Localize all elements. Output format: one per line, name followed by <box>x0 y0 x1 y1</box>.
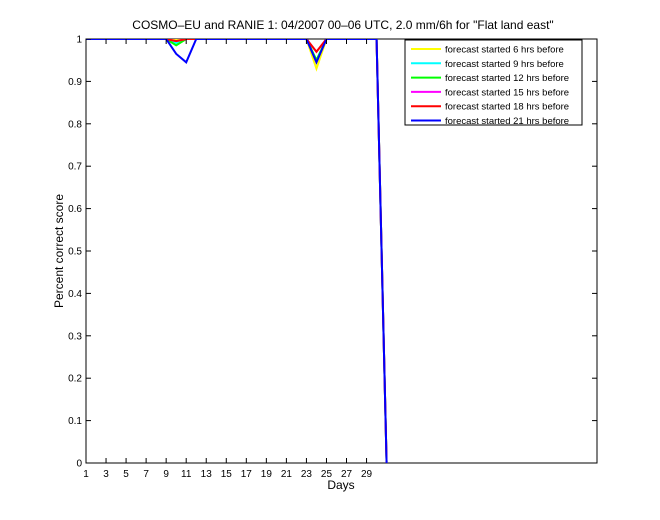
y-tick-label: 0.9 <box>68 77 82 88</box>
x-tick-label: 23 <box>301 469 313 480</box>
x-tick-label: 5 <box>123 469 129 480</box>
x-tick-label: 19 <box>261 469 273 480</box>
y-axis: 0 0.1 0.2 0.3 0.4 0.5 0.6 0.7 0.8 0.9 1 <box>68 35 597 470</box>
legend: forecast started 6 hrs before forecast st… <box>404 39 583 127</box>
y-tick-label: 0.8 <box>68 119 82 130</box>
x-axis-label: Days <box>327 478 354 492</box>
x-tick-label: 21 <box>281 469 293 480</box>
y-tick-label: 0.1 <box>68 416 82 427</box>
y-tick-label: 0.6 <box>68 204 82 215</box>
y-tick-label: 0.5 <box>68 247 82 258</box>
legend-label: forecast started 18 hrs before <box>445 102 569 113</box>
legend-label: forecast started 15 hrs before <box>445 87 569 98</box>
legend-box <box>404 39 583 126</box>
chart-title: COSMO–EU and RANIE 1: 04/2007 00–06 UTC,… <box>132 18 553 32</box>
x-tick-label: 15 <box>221 469 233 480</box>
y-tick-label: 0 <box>76 459 82 470</box>
x-tick-label: 11 <box>181 469 192 480</box>
x-axis: 1 3 5 7 9 11 13 15 17 19 21 23 25 27 29 <box>83 39 373 480</box>
x-tick-label: 7 <box>143 469 149 480</box>
legend-label: forecast started 9 hrs before <box>445 59 564 70</box>
y-tick-label: 0.2 <box>68 374 82 385</box>
y-tick-label: 0.7 <box>68 162 82 173</box>
y-tick-label: 0.4 <box>68 289 82 300</box>
legend-label: forecast started 21 hrs before <box>445 116 569 127</box>
x-tick-label: 25 <box>321 469 333 480</box>
y-tick-label: 1 <box>76 35 82 46</box>
x-tick-label: 27 <box>341 469 353 480</box>
x-tick-label: 29 <box>361 469 373 480</box>
legend-entries: forecast started 6 hrs before forecast st… <box>411 45 569 127</box>
legend-label: forecast started 12 hrs before <box>445 73 569 84</box>
x-tick-label: 1 <box>83 469 89 480</box>
x-tick-label: 17 <box>241 469 253 480</box>
x-tick-label: 9 <box>163 469 169 480</box>
legend-label: forecast started 6 hrs before <box>445 45 564 56</box>
x-tick-label: 13 <box>201 469 213 480</box>
y-tick-label: 0.3 <box>68 331 82 342</box>
x-tick-label: 3 <box>103 469 109 480</box>
y-axis-label: Percent correct score <box>52 194 66 308</box>
